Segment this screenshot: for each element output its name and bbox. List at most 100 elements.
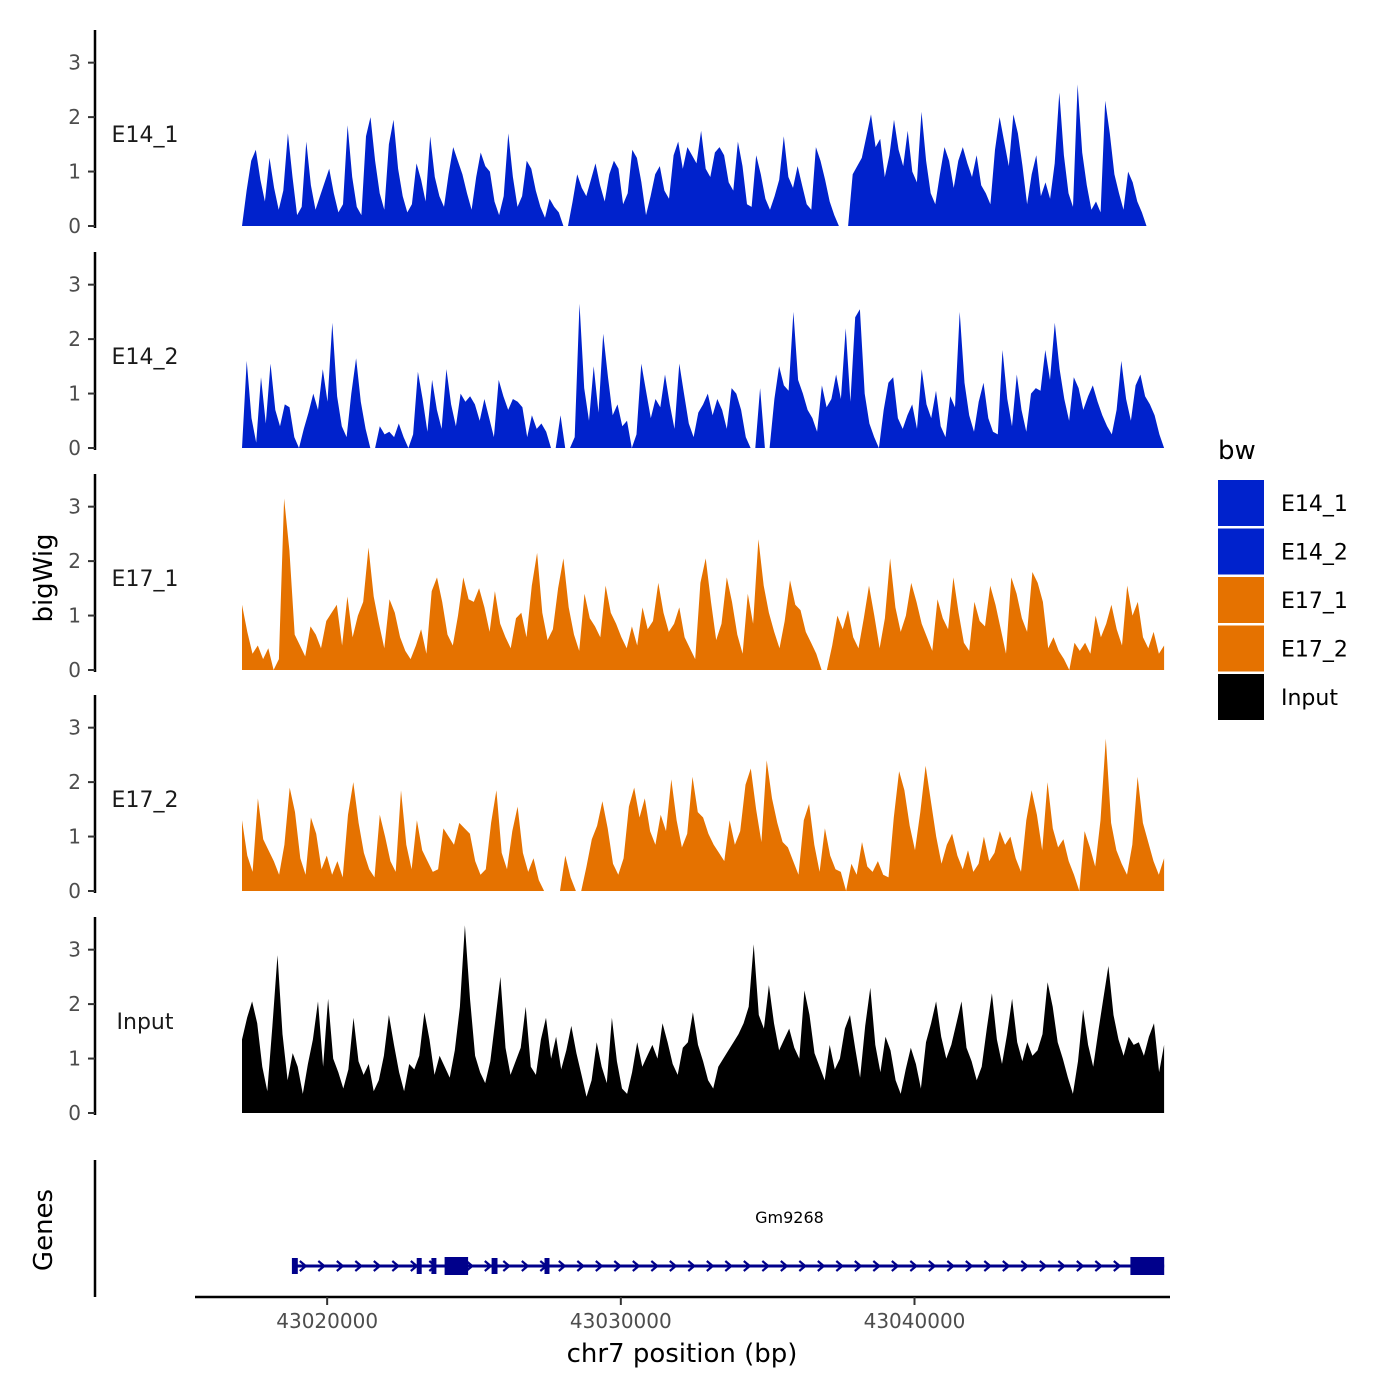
y-tick-label: 3 [68, 51, 81, 75]
exon [291, 1258, 298, 1274]
strand-arrow [669, 1260, 678, 1272]
strand-arrow [872, 1260, 882, 1272]
panel-e17_1: 0 1 2 3 E17_1 [68, 474, 1165, 682]
strand-arrow [650, 1260, 660, 1272]
strand-arrow [484, 1260, 493, 1272]
strand-arrow [465, 1260, 475, 1272]
y-tick-label: 3 [68, 273, 81, 297]
strand-arrow [854, 1260, 863, 1272]
genes-track-title: Genes [29, 1189, 59, 1271]
strand-arrow [502, 1260, 512, 1272]
legend-entry: E17_1 [1218, 577, 1348, 623]
legend-swatch [1218, 674, 1264, 720]
y-tick-label: 0 [68, 214, 81, 238]
legend-swatch [1218, 528, 1264, 575]
exon [1130, 1257, 1165, 1275]
strand-arrow [595, 1260, 604, 1272]
y-tick-label: 0 [68, 879, 81, 903]
y-tick-label: 3 [68, 938, 81, 962]
panel-input: 0 1 2 3 Input [68, 917, 1165, 1125]
strand-arrow [946, 1260, 956, 1272]
legend: bw E14_1 E14_2 E17_1 E17_2 Input [1218, 436, 1348, 720]
track-label: E14_1 [112, 123, 179, 148]
legend-label: E14_1 [1281, 492, 1348, 517]
strand-arrow [1076, 1260, 1085, 1272]
x-tick-label: 43020000 [276, 1309, 378, 1333]
legend-entry: E14_1 [1218, 480, 1348, 526]
signal-area-e14_2 [242, 303, 1165, 448]
panel-e17_2: 0 1 2 3 E17_2 [68, 695, 1165, 903]
strand-arrow [632, 1260, 641, 1272]
signal-area-input [242, 925, 1165, 1113]
strand-arrow [1113, 1260, 1122, 1272]
exon [491, 1258, 498, 1274]
legend-entry: E17_2 [1218, 625, 1348, 672]
y-tick-label: 1 [68, 160, 81, 184]
strand-arrow [780, 1260, 789, 1272]
gene-track: Gm9268 [93, 1160, 1165, 1297]
strand-arrow [891, 1260, 900, 1272]
strand-arrow [983, 1260, 993, 1272]
strand-arrow [336, 1260, 345, 1272]
legend-label: Input [1281, 686, 1338, 711]
x-tick-label: 43030000 [570, 1309, 672, 1333]
exon [416, 1258, 422, 1274]
strand-arrow [928, 1260, 937, 1272]
strand-arrow [706, 1260, 715, 1272]
panel-e14_1: 0 1 2 3 E14_1 [68, 30, 1147, 238]
x-ticks: 43020000 43030000 43040000 [276, 1297, 965, 1333]
y-tick-label: 1 [68, 1047, 81, 1071]
x-axis-title: chr7 position (bp) [567, 1339, 798, 1369]
strand-arrow [1002, 1260, 1011, 1272]
x-axis: 43020000 43030000 43040000 chr7 position (… [195, 1295, 1170, 1369]
y-tick-label: 0 [68, 436, 81, 460]
y-tick-label: 2 [68, 549, 81, 573]
strand-arrow [743, 1260, 752, 1272]
signal-area-e17_2 [242, 738, 1165, 891]
track-label: E17_2 [112, 788, 179, 813]
y-tick-label: 2 [68, 992, 81, 1016]
strand-arrow [761, 1260, 771, 1272]
strand-arrow [965, 1260, 974, 1272]
exon [544, 1258, 550, 1274]
legend-entry: E14_2 [1218, 528, 1348, 575]
y-tick-label: 3 [68, 716, 81, 740]
y-tick-label: 1 [68, 382, 81, 406]
legend-label: E14_2 [1281, 541, 1348, 566]
y-axis-title: bigWig [29, 533, 59, 622]
strand-arrow [391, 1260, 401, 1272]
signal-area-e17_1 [242, 498, 1165, 670]
y-tick-label: 0 [68, 1101, 81, 1125]
strand-arrow [1039, 1260, 1048, 1272]
y-tick-label: 2 [68, 105, 81, 129]
y-tick-label: 3 [68, 495, 81, 519]
strand-arrow [558, 1260, 567, 1272]
strand-arrow [817, 1260, 826, 1272]
strand-arrow [299, 1260, 308, 1272]
legend-label: E17_2 [1281, 638, 1348, 663]
strand-arrow [1094, 1260, 1104, 1272]
y-tick-label: 2 [68, 327, 81, 351]
track-label: E17_1 [112, 567, 179, 592]
strand-arrow [724, 1260, 734, 1272]
y-tick-label: 2 [68, 770, 81, 794]
y-tick-label: 1 [68, 604, 81, 628]
signal-area-e14_1 [242, 84, 1147, 227]
strand-arrow [613, 1260, 623, 1272]
track-label: Input [117, 1010, 174, 1035]
strand-arrow [373, 1260, 382, 1272]
gene-name-label: Gm9268 [755, 1208, 824, 1227]
y-tick-label: 0 [68, 658, 81, 682]
signal-panels: 0 1 2 3 E14_1 0 1 2 3 E14_2 0 1 2 3 E17_1 0 1 2 3 E17_2 0 1 2 3… [68, 30, 1165, 1125]
strand-arrow [1057, 1260, 1067, 1272]
legend-label: E17_1 [1281, 589, 1348, 614]
strand-arrow [909, 1260, 919, 1272]
strand-arrow [798, 1260, 808, 1272]
strand-arrow [521, 1260, 530, 1272]
y-tick-label: 1 [68, 825, 81, 849]
strand-arrow [317, 1260, 327, 1272]
exon [431, 1258, 437, 1274]
exon [444, 1257, 469, 1275]
legend-swatch [1218, 480, 1264, 526]
